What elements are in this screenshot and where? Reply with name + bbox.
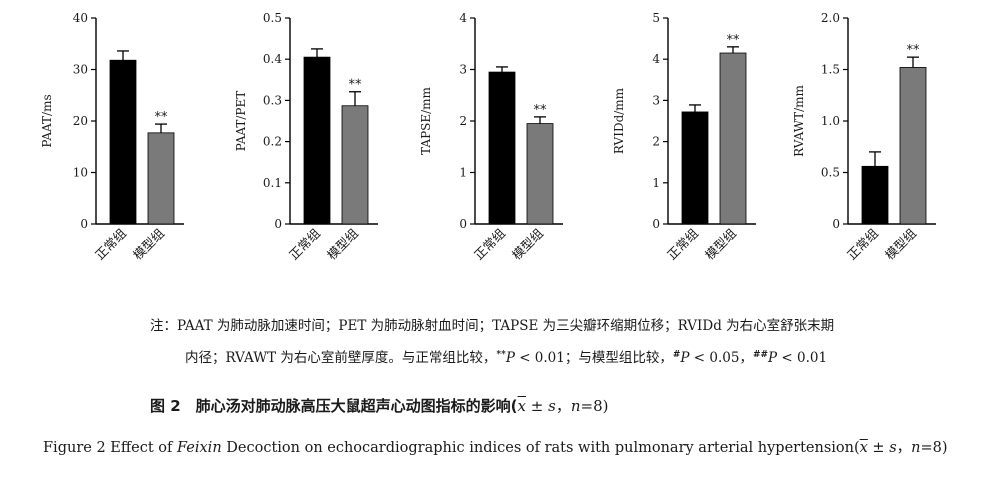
category-label: 正常组 [92, 226, 129, 263]
p-value-3: < 0.01 [777, 350, 828, 366]
category-label: 正常组 [286, 226, 323, 263]
significance-mark: ** [155, 110, 169, 125]
y-tick-label: 1.5 [821, 63, 840, 77]
bar-model-group [719, 52, 747, 225]
bar-normal-group [109, 59, 137, 225]
y-tick-label: 4 [652, 52, 660, 66]
y-tick-label: 2.0 [821, 11, 840, 25]
bar-normal-group [303, 56, 331, 225]
significance-mark: ** [349, 78, 363, 93]
y-tick-label: 3 [459, 63, 467, 77]
y-tick-label: 1.0 [821, 114, 840, 128]
y-tick-label: 40 [73, 11, 88, 25]
category-label: 模型组 [702, 226, 739, 263]
significance-mark: ** [534, 103, 548, 118]
caption-zh-text: 图 2 肺心汤对肺动脉高压大鼠超声心动图指标的影响( [150, 397, 518, 415]
y-axis-label: RVAWT/mm [792, 84, 806, 156]
category-label: 模型组 [130, 226, 167, 263]
caption-zh-n-value: =8) [580, 397, 609, 415]
category-label: 模型组 [509, 226, 546, 263]
chart-1: 0 10 20 30 40 PAAT/ms 正常组 ** 模型组 [40, 11, 184, 263]
p-symbol-3: P [768, 350, 778, 366]
y-tick-label: 10 [73, 166, 88, 180]
y-tick-label: 0.5 [821, 166, 840, 180]
y-tick-label: 0.5 [263, 11, 282, 25]
category-label: 正常组 [471, 226, 508, 263]
y-axis-label: PAAT/PET [234, 91, 248, 152]
y-tick-label: 0.1 [263, 176, 282, 190]
caption-zh-n: n [570, 397, 581, 415]
figure-note-line-2: 内径；RVAWT 为右心室前壁厚度。与正常组比较，**P < 0.01；与模型组… [185, 345, 827, 368]
caption-zh-sep: ， [555, 397, 571, 415]
y-tick-label: 1 [652, 176, 660, 190]
y-tick-label: 0 [832, 217, 840, 231]
caption-en-post: Decoction on echocardiographic indices o… [221, 440, 860, 456]
y-tick-label: 0.4 [263, 52, 282, 66]
p-symbol-2: P [680, 350, 690, 366]
chart-2: 0 0.1 0.2 0.3 0.4 0.5 PAAT/PET 正常组 ** 模型组 [234, 11, 378, 263]
figure-charts: 010203040PAAT/ms正常组**模型组00.10.20.30.40.5… [40, 11, 936, 263]
y-axis-label: PAAT/ms [40, 94, 54, 147]
category-label: 模型组 [324, 226, 361, 263]
y-axis-label: RVIDd/mm [612, 87, 626, 154]
significance-mark: ** [907, 43, 921, 58]
caption-en-n-value: =8) [920, 440, 948, 456]
caption-zh-pm: ± [526, 397, 549, 415]
category-label: 模型组 [882, 226, 919, 263]
chart-4: 0 1 2 3 4 5 RVIDd/mm 正常组 ** 模型组 [612, 11, 756, 263]
y-tick-label: 3 [652, 93, 660, 107]
y-tick-label: 1 [459, 166, 467, 180]
bar-normal-group [488, 71, 516, 225]
p-symbol-1: P [505, 350, 515, 366]
caption-en-pm: ± [867, 440, 890, 456]
note-text-1: 注：PAAT 为肺动脉加速时间；PET 为肺动脉射血时间；TAPSE 为三尖瓣环… [150, 318, 835, 334]
y-tick-label: 2 [459, 114, 467, 128]
caption-en-mean-symbol: x [859, 440, 868, 456]
sig-double-hash: ## [752, 350, 769, 360]
figure-note-line-1: 注：PAAT 为肺动脉加速时间；PET 为肺动脉射血时间；TAPSE 为三尖瓣环… [150, 316, 834, 336]
caption-en-pre: Figure 2 Effect of [43, 440, 178, 456]
bar-normal-group [861, 165, 889, 225]
chart-5: 0 0.5 1.0 1.5 2.0 RVAWT/mm 正常组 ** 模型组 [792, 11, 936, 263]
caption-zh-mean-symbol: x [517, 397, 526, 415]
caption-en-s: s [889, 440, 897, 456]
bar-model-group [147, 132, 175, 225]
caption-en-n: n [911, 440, 921, 456]
y-tick-label: 30 [73, 63, 88, 77]
caption-zh-s: s [548, 397, 556, 415]
significance-mark: ** [727, 33, 741, 48]
y-axis-label: TAPSE/mm [419, 86, 433, 154]
y-tick-label: 0 [652, 217, 660, 231]
y-tick-label: 0 [80, 217, 88, 231]
bar-model-group [899, 67, 927, 225]
y-tick-label: 2 [652, 135, 660, 149]
category-label: 正常组 [664, 226, 701, 263]
sig-hash: # [672, 350, 681, 360]
y-tick-label: 0 [274, 217, 282, 231]
chart-3: 0 1 2 3 4 TAPSE/mm 正常组 ** 模型组 [419, 11, 563, 263]
note-text-2: 内径；RVAWT 为右心室前壁厚度。与正常组比较， [185, 350, 497, 366]
caption-en-name: Feixin [177, 440, 222, 456]
y-tick-label: 4 [459, 11, 467, 25]
y-tick-label: 20 [73, 114, 88, 128]
figure-caption-english: Figure 2 Effect of Feixin Decoction on e… [43, 436, 948, 457]
caption-en-sep: ， [896, 440, 912, 456]
p-value-2: < 0.05， [689, 350, 753, 366]
bar-model-group [526, 123, 554, 225]
y-tick-label: 0.2 [263, 135, 282, 149]
bar-normal-group [681, 111, 709, 225]
category-label: 正常组 [844, 226, 881, 263]
y-tick-label: 0.3 [263, 93, 282, 107]
figure-caption-chinese: 图 2 肺心汤对肺动脉高压大鼠超声心动图指标的影响(x ± s，n=8) [150, 395, 608, 416]
bar-model-group [341, 105, 369, 225]
sig-double-star: ** [496, 350, 506, 360]
y-tick-label: 0 [459, 217, 467, 231]
y-tick-label: 5 [652, 11, 660, 25]
p-value-1: < 0.01；与模型组比较， [514, 350, 673, 366]
